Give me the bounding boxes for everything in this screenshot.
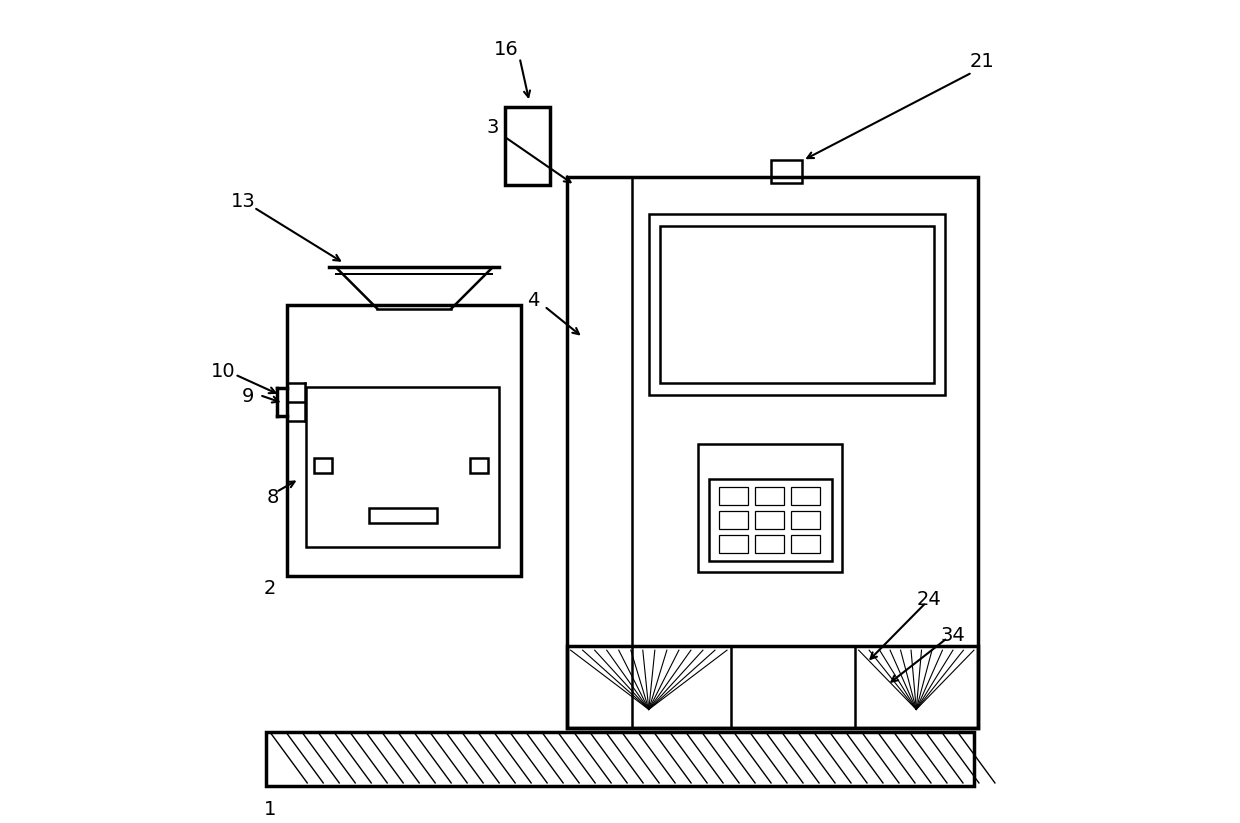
Bar <box>505 107 551 185</box>
Bar <box>370 508 438 523</box>
Text: 9: 9 <box>242 387 254 407</box>
Bar <box>755 487 784 505</box>
Bar <box>719 487 748 505</box>
Text: 4: 4 <box>527 291 539 310</box>
Bar <box>770 160 802 183</box>
Bar <box>649 214 945 395</box>
Text: 13: 13 <box>231 192 255 212</box>
Text: 10: 10 <box>211 362 236 382</box>
Bar <box>755 535 784 553</box>
Bar <box>314 458 332 473</box>
Bar <box>719 535 748 553</box>
Bar <box>698 444 842 572</box>
Text: 2: 2 <box>264 579 277 598</box>
Text: 1: 1 <box>264 799 277 819</box>
Text: 3: 3 <box>486 118 498 137</box>
Text: 34: 34 <box>941 625 966 645</box>
Bar <box>791 487 820 505</box>
Bar <box>567 646 978 728</box>
Bar <box>709 479 832 561</box>
Bar <box>660 226 935 383</box>
Bar <box>719 511 748 529</box>
Bar <box>755 511 784 529</box>
Bar <box>286 305 521 576</box>
Bar <box>305 387 498 547</box>
Text: 16: 16 <box>494 40 518 59</box>
Bar <box>567 177 978 728</box>
Bar <box>791 535 820 553</box>
Bar <box>791 511 820 529</box>
Text: 24: 24 <box>916 589 941 609</box>
Text: 8: 8 <box>267 488 279 508</box>
Text: 21: 21 <box>970 52 994 72</box>
Bar <box>470 458 489 473</box>
Bar <box>267 732 973 786</box>
